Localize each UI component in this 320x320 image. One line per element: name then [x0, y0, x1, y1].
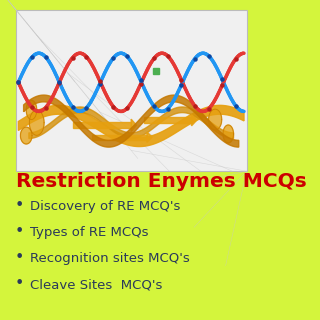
- Polygon shape: [192, 115, 197, 126]
- Text: Restriction Enymes MCQs: Restriction Enymes MCQs: [16, 172, 307, 191]
- Text: •: •: [15, 224, 24, 239]
- Polygon shape: [26, 100, 37, 120]
- Text: Recognition sites MCQ's: Recognition sites MCQ's: [30, 252, 190, 265]
- Polygon shape: [29, 107, 234, 139]
- Polygon shape: [24, 95, 239, 147]
- Text: Types of RE MCQs: Types of RE MCQs: [30, 226, 149, 239]
- Polygon shape: [20, 127, 32, 144]
- Text: •: •: [15, 250, 24, 265]
- Text: •: •: [15, 276, 24, 291]
- Polygon shape: [18, 105, 244, 147]
- Polygon shape: [74, 122, 131, 128]
- Polygon shape: [29, 110, 44, 135]
- Polygon shape: [223, 125, 234, 143]
- Polygon shape: [147, 132, 152, 142]
- Polygon shape: [144, 117, 192, 123]
- Text: •: •: [15, 198, 24, 212]
- FancyBboxPatch shape: [16, 10, 247, 171]
- Polygon shape: [92, 135, 147, 140]
- Text: Cleave Sites  MCQ's: Cleave Sites MCQ's: [30, 279, 163, 292]
- Polygon shape: [209, 109, 222, 130]
- Polygon shape: [131, 119, 136, 132]
- Text: Discovery of RE MCQ's: Discovery of RE MCQ's: [30, 200, 180, 213]
